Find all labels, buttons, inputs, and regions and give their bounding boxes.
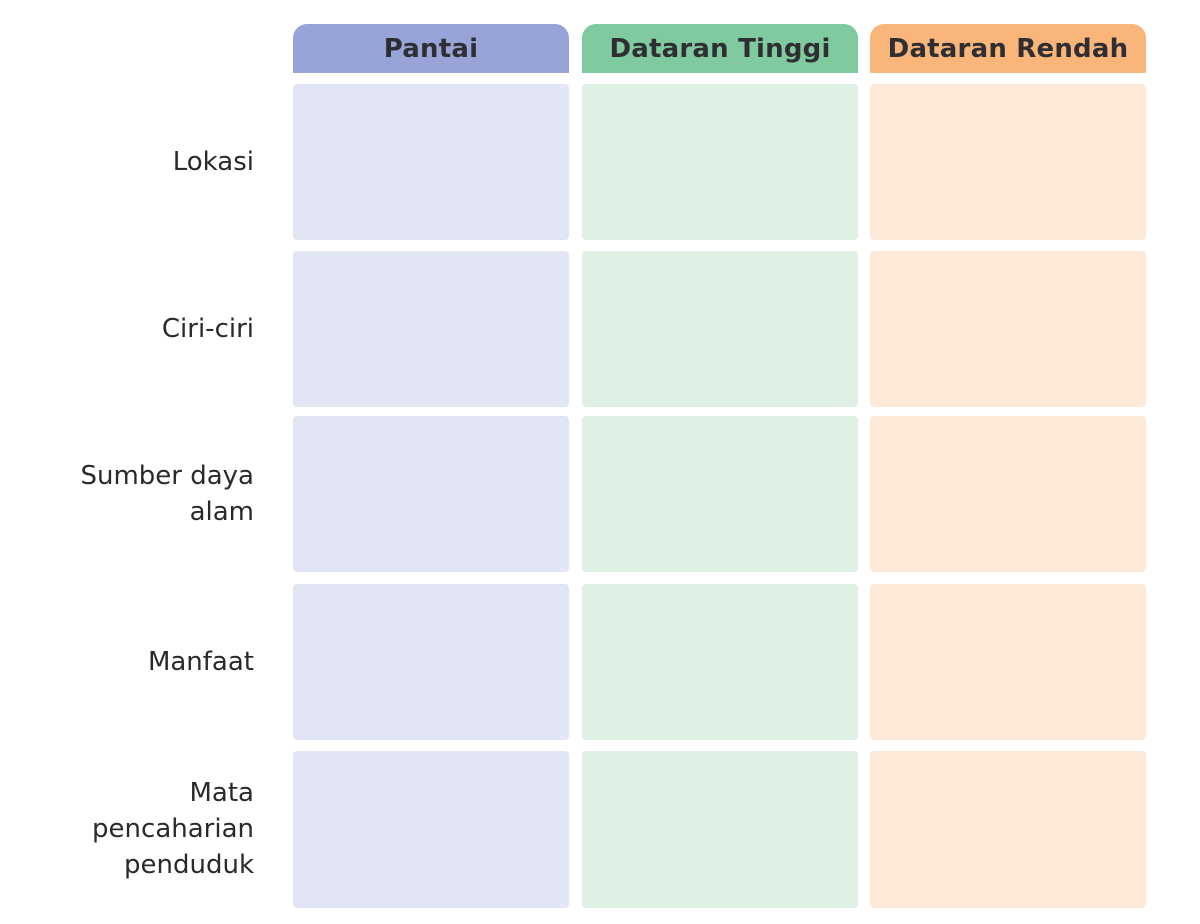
answer-cell-sumber-daya-alam-pantai[interactable]: [293, 416, 569, 572]
answer-cell-ciri-ciri-dataran-tinggi[interactable]: [582, 251, 858, 407]
answer-cell-sumber-daya-alam-dataran-rendah[interactable]: [870, 416, 1146, 572]
row-label-mata-pencaharian-penduduk: Mata pencaharian penduduk: [92, 778, 254, 880]
answer-cell-lokasi-pantai[interactable]: [293, 84, 569, 240]
column-header-dataran-rendah: Dataran Rendah: [870, 24, 1146, 73]
answer-cell-lokasi-dataran-tinggi[interactable]: [582, 84, 858, 240]
answer-cell-mata-pencaharian-pantai[interactable]: [293, 751, 569, 908]
row-label-ciri-ciri: Ciri-ciri: [161, 314, 254, 344]
answer-cell-lokasi-dataran-rendah[interactable]: [870, 84, 1146, 240]
row-label-lokasi: Lokasi: [172, 147, 254, 177]
answer-cell-mata-pencaharian-dataran-tinggi[interactable]: [582, 751, 858, 908]
column-header-pantai: Pantai: [293, 24, 569, 73]
answer-cell-ciri-ciri-pantai[interactable]: [293, 251, 569, 407]
row-label-sumber-daya-alam: Sumber daya alam: [80, 461, 254, 527]
answer-cell-mata-pencaharian-dataran-rendah[interactable]: [870, 751, 1146, 908]
answer-cell-ciri-ciri-dataran-rendah[interactable]: [870, 251, 1146, 407]
answer-cell-sumber-daya-alam-dataran-tinggi[interactable]: [582, 416, 858, 572]
answer-cell-manfaat-pantai[interactable]: [293, 584, 569, 740]
column-header-dataran-tinggi: Dataran Tinggi: [582, 24, 858, 73]
answer-cell-manfaat-dataran-tinggi[interactable]: [582, 584, 858, 740]
answer-cell-manfaat-dataran-rendah[interactable]: [870, 584, 1146, 740]
row-label-manfaat: Manfaat: [147, 647, 254, 677]
